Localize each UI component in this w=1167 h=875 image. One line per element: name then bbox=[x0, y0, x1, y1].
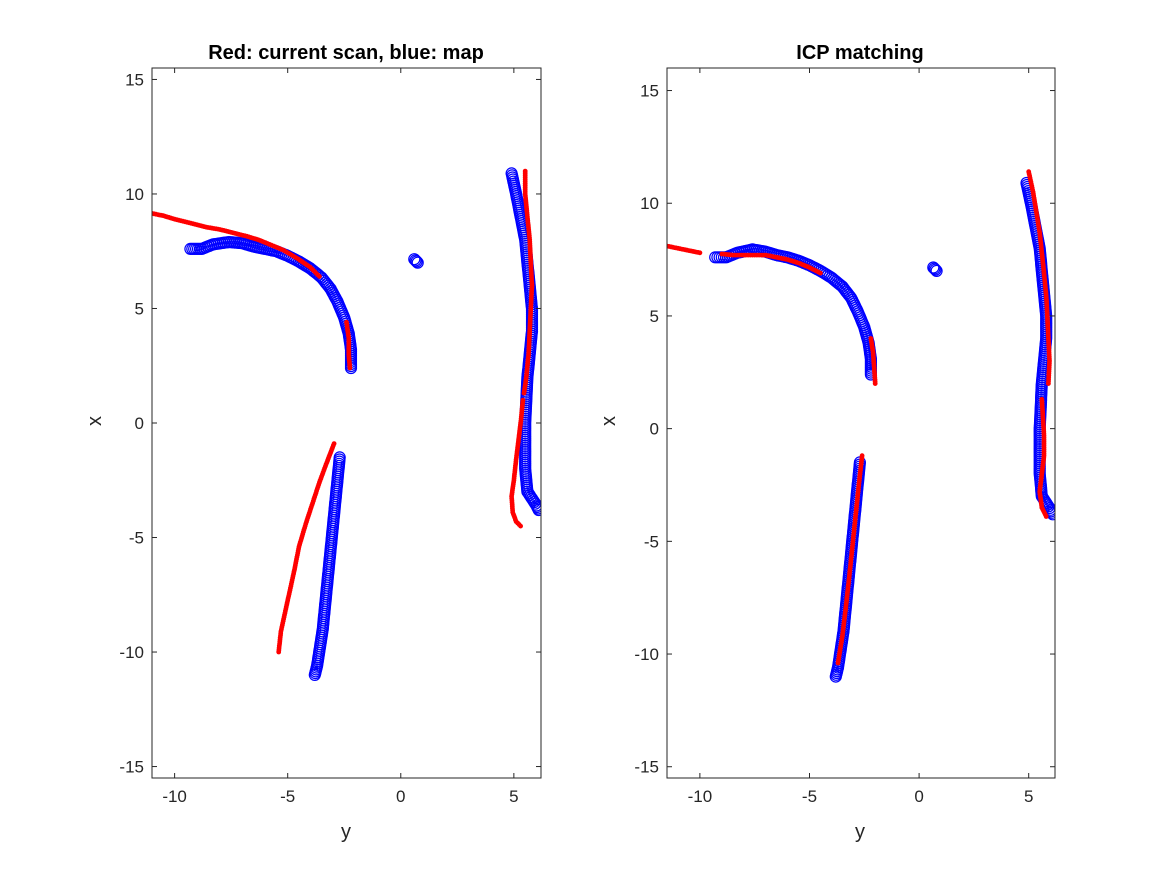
x-tick-label: 0 bbox=[914, 787, 923, 806]
scan-point bbox=[518, 523, 523, 529]
y-tick-label: 10 bbox=[125, 185, 144, 204]
scan-point bbox=[1046, 381, 1051, 386]
x-tick-label: 5 bbox=[509, 787, 518, 806]
x-tick-label: -10 bbox=[162, 787, 187, 806]
y-tick-label: 0 bbox=[650, 420, 659, 439]
plot-title: Red: current scan, blue: map bbox=[208, 42, 484, 64]
y-tick-label: 10 bbox=[640, 194, 659, 213]
map-point bbox=[927, 261, 940, 274]
y-tick-label: -10 bbox=[634, 645, 659, 664]
scan-point bbox=[697, 250, 703, 256]
map-series bbox=[184, 167, 541, 682]
x-axis-label: y bbox=[855, 821, 865, 843]
y-tick-label: -5 bbox=[129, 529, 144, 548]
x-tick-label: 5 bbox=[1024, 787, 1033, 806]
y-tick-label: 15 bbox=[640, 82, 659, 101]
map-point bbox=[930, 264, 943, 277]
scan-series bbox=[152, 168, 535, 655]
x-tick-label: -5 bbox=[280, 787, 295, 806]
y-tick-label: -15 bbox=[119, 758, 144, 777]
map-point bbox=[531, 500, 541, 514]
scan-point bbox=[521, 390, 527, 396]
map-point bbox=[409, 254, 422, 267]
y-tick-label: 5 bbox=[650, 307, 659, 326]
left-plot: Red: current scan, blue: map y x -10 -5 0 5… bbox=[84, 42, 542, 843]
y-tick-label: -5 bbox=[644, 532, 659, 551]
scan-point bbox=[347, 365, 353, 371]
map-point bbox=[829, 670, 842, 683]
map-point bbox=[530, 499, 541, 512]
y-tick-label: 15 bbox=[125, 70, 144, 89]
y-axis-label: x bbox=[598, 416, 620, 426]
plot-frame bbox=[666, 67, 1056, 779]
x-tick-label: -5 bbox=[802, 787, 817, 806]
map-point bbox=[408, 253, 421, 266]
scan-series bbox=[667, 169, 1052, 666]
plot-title: ICP matching bbox=[796, 42, 923, 64]
map-point bbox=[308, 668, 321, 682]
x-tick-label: 0 bbox=[396, 787, 405, 806]
y-tick-label: -10 bbox=[119, 643, 144, 662]
scan-point bbox=[872, 381, 878, 386]
map-point bbox=[929, 263, 942, 276]
y-tick-label: 5 bbox=[135, 299, 144, 318]
y-tick-label: 0 bbox=[135, 414, 144, 433]
data-layer bbox=[152, 167, 541, 682]
y-axis-label: x bbox=[84, 416, 106, 426]
scan-point bbox=[276, 649, 282, 655]
map-point bbox=[532, 503, 541, 517]
map-point bbox=[410, 255, 423, 268]
scan-point bbox=[835, 660, 841, 666]
y-tick-label: -15 bbox=[634, 758, 659, 777]
scan-point bbox=[317, 274, 322, 279]
data-layer bbox=[667, 169, 1055, 683]
plot-frame bbox=[151, 67, 542, 779]
x-tick-label: -10 bbox=[688, 787, 713, 806]
map-point bbox=[928, 262, 941, 275]
map-point bbox=[411, 256, 424, 269]
scan-point bbox=[818, 270, 823, 276]
map-point bbox=[531, 502, 541, 515]
x-axis-label: y bbox=[341, 821, 351, 843]
scan-point bbox=[1043, 514, 1049, 519]
right-plot: ICP matching y x -10 -5 0 5 -15 -10 -5 0 5 10 15 bbox=[598, 42, 1056, 843]
